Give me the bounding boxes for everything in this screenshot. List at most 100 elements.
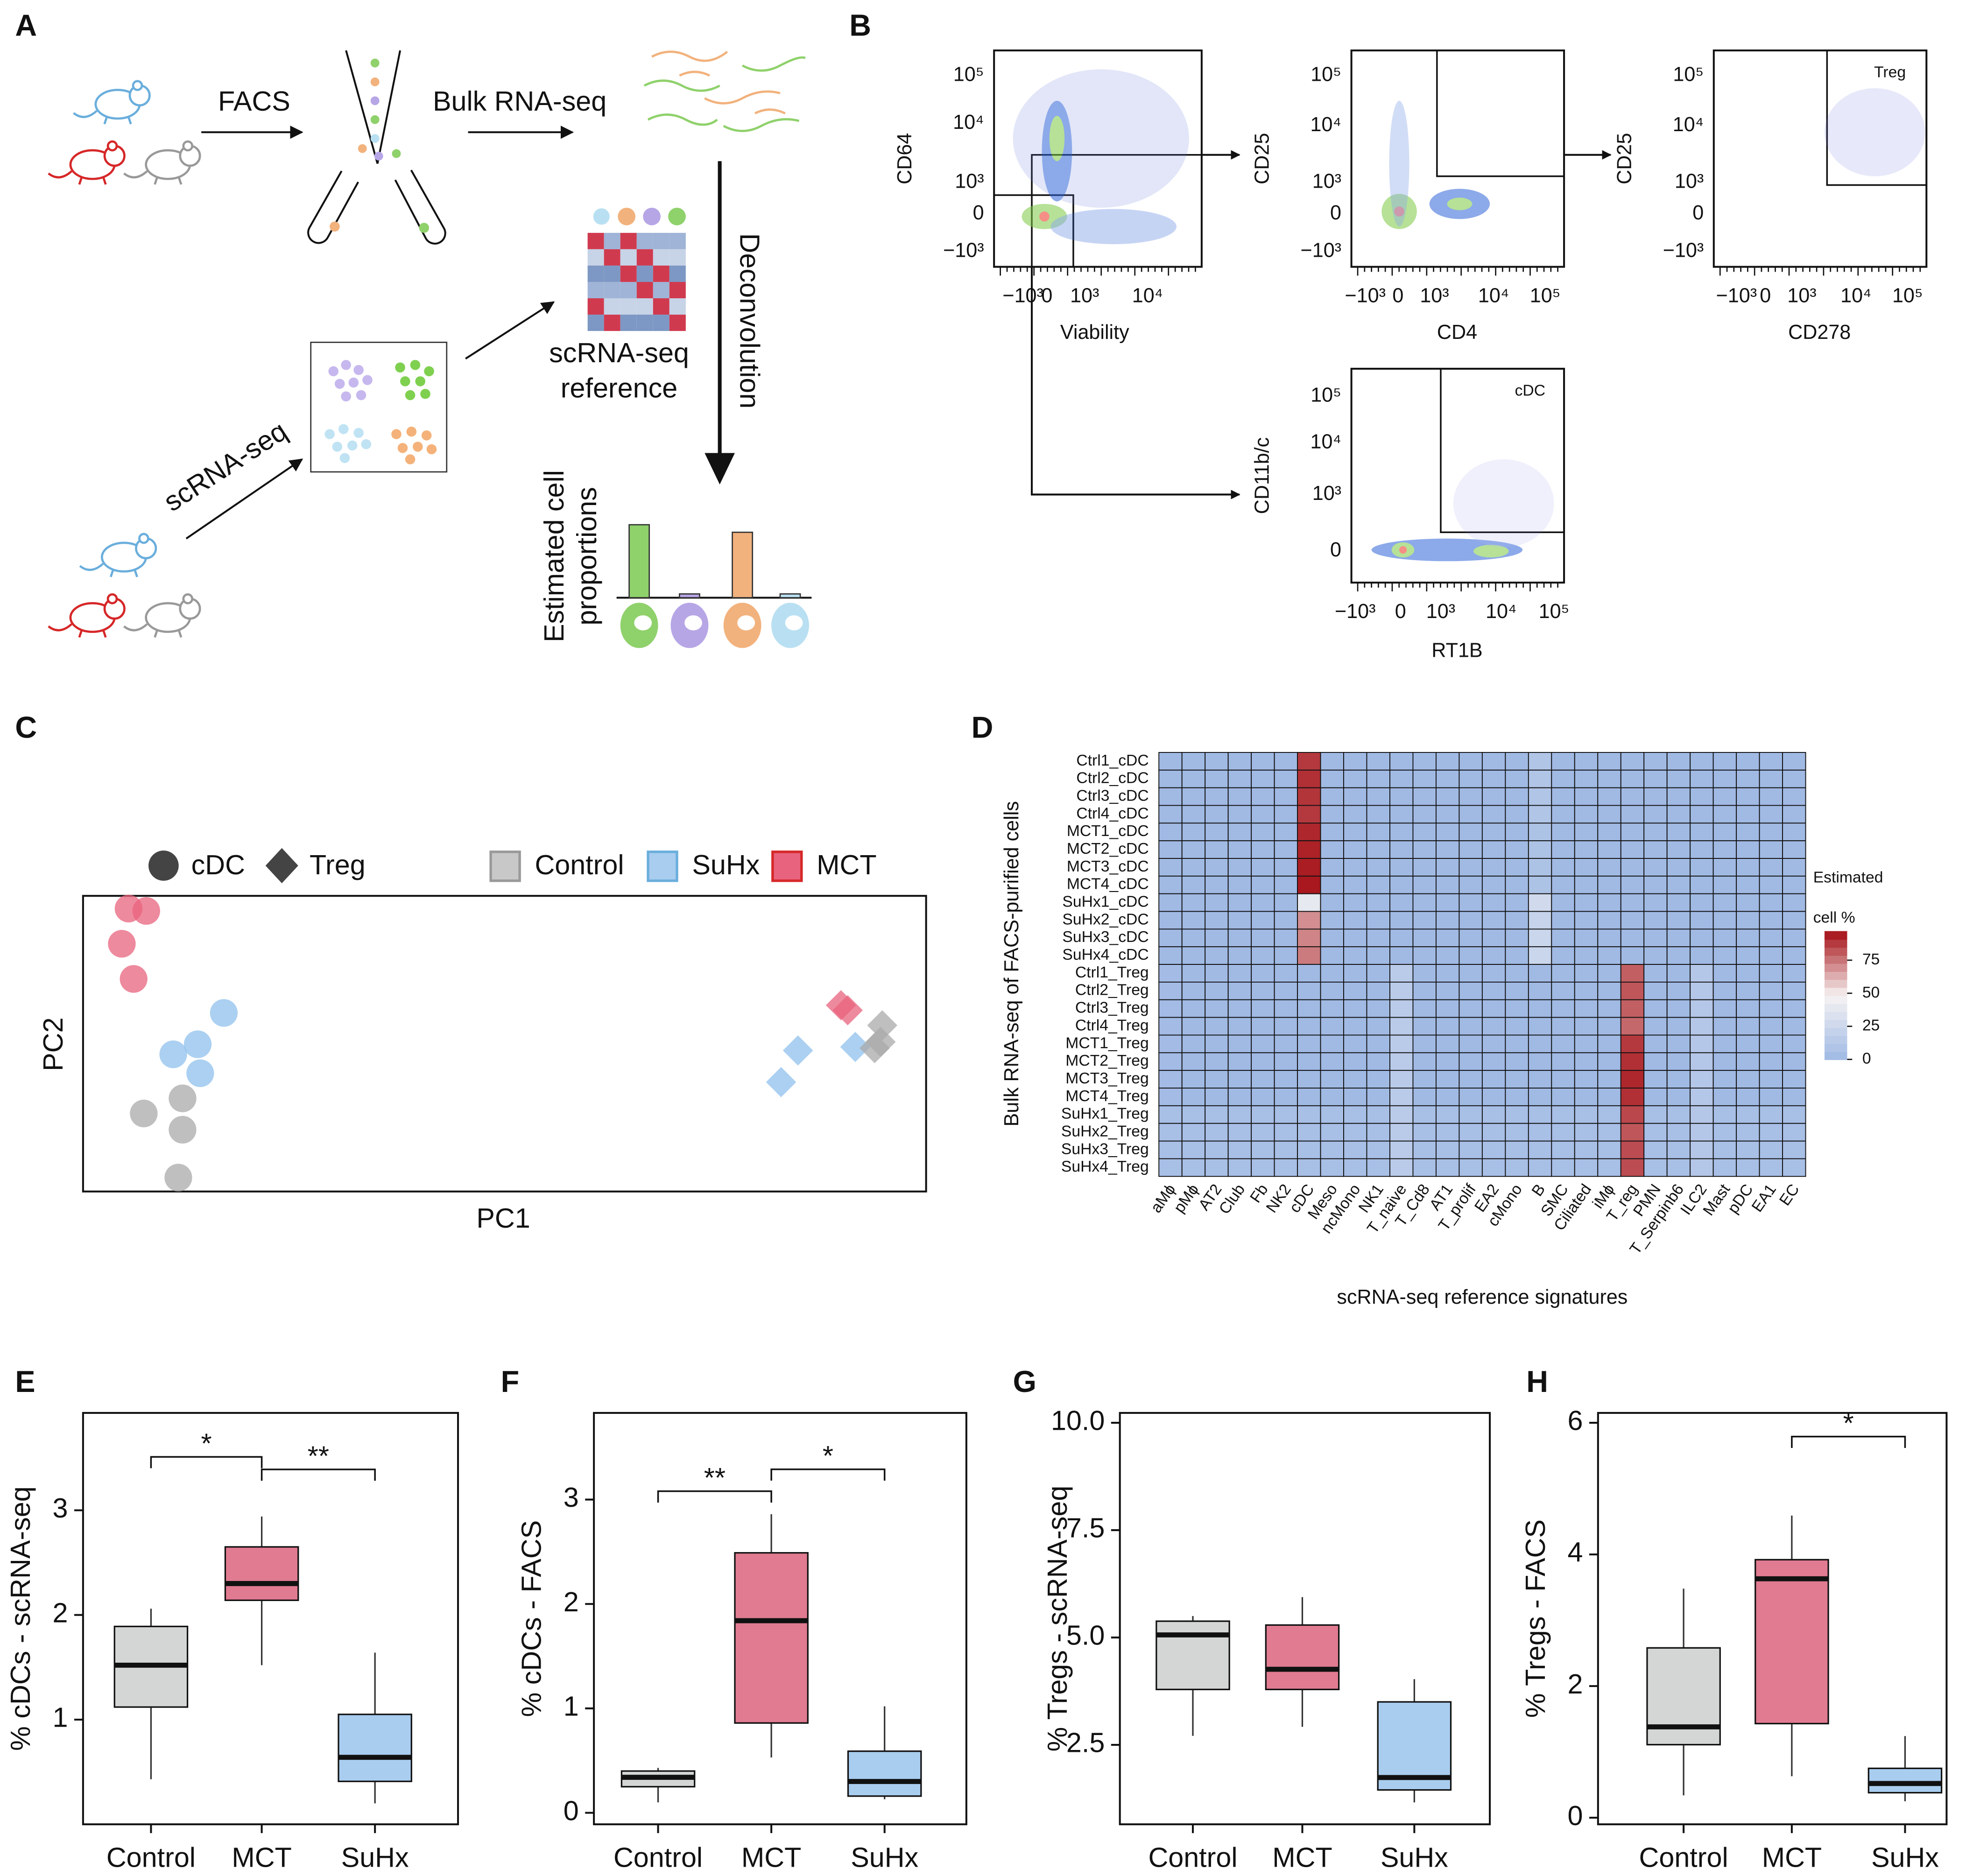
heat-cell	[1759, 1070, 1783, 1089]
heat-cell	[1759, 875, 1783, 894]
heat-cell	[1320, 1052, 1344, 1071]
heat-cell	[1389, 893, 1414, 912]
heat-cell	[1251, 1140, 1275, 1159]
heat-cell	[1205, 981, 1229, 1000]
facs-label: FACS	[218, 85, 290, 117]
heat-cell	[1227, 805, 1252, 824]
heat-cell	[1643, 1158, 1668, 1177]
heat-cell	[1366, 787, 1390, 806]
heat-cell	[1389, 1052, 1414, 1071]
heat-cell	[1736, 787, 1760, 806]
heat-cell	[1435, 911, 1460, 930]
heat-cell	[1181, 752, 1206, 771]
x-tick-label: MCT	[232, 1841, 291, 1873]
heat-cell	[1597, 1140, 1621, 1159]
heat-cell	[1620, 1088, 1645, 1106]
matrix-cell	[620, 249, 637, 266]
heat-cell	[1551, 1105, 1575, 1124]
heat-cell	[1528, 769, 1552, 788]
heat-cell	[1251, 928, 1275, 948]
heat-cell	[1205, 964, 1229, 983]
heat-cell	[1505, 893, 1529, 912]
heat-cell	[1181, 1052, 1206, 1071]
heat-cell	[1227, 1017, 1252, 1036]
heat-cell	[1320, 787, 1344, 806]
heat-cell	[1320, 1140, 1344, 1159]
heat-cell	[1205, 1140, 1229, 1159]
heat-cell	[1459, 752, 1483, 771]
heat-cell	[1666, 964, 1691, 983]
heat-cell	[1297, 1034, 1321, 1054]
heat-cell	[1343, 1088, 1367, 1106]
heat-cell	[1274, 1017, 1298, 1036]
heat-cell	[1481, 893, 1506, 912]
y-tick-label: −10³	[1663, 239, 1704, 262]
heat-cell	[1505, 1034, 1529, 1054]
significance-bracket	[1791, 1435, 1906, 1448]
heat-cell	[1320, 981, 1344, 1000]
heat-cell	[1574, 1158, 1599, 1177]
heat-cell	[1320, 752, 1344, 771]
heat-cell	[1574, 1052, 1599, 1071]
point	[169, 1116, 197, 1144]
heat-cell	[1297, 805, 1321, 824]
heat-cell	[1736, 752, 1760, 771]
heat-cell	[1297, 1017, 1321, 1036]
heat-cell	[1736, 769, 1760, 788]
heat-cell	[1389, 840, 1414, 859]
heat-cell	[1620, 822, 1645, 842]
heat-cell	[1597, 1017, 1621, 1036]
x-tick-label: 10³	[1426, 600, 1455, 623]
heat-cell	[1205, 787, 1229, 806]
heat-cell	[1343, 1017, 1367, 1036]
row-label: SuHx4_cDC	[1062, 946, 1149, 963]
heat-cell	[1505, 1070, 1529, 1089]
heat-cell	[1366, 981, 1390, 1000]
cluster-box	[310, 341, 448, 473]
heat-cell	[1227, 1034, 1252, 1054]
heat-cell	[1366, 999, 1390, 1018]
heat-cell	[1551, 893, 1575, 912]
heat-cell	[1481, 1070, 1506, 1089]
heat-cell	[1181, 840, 1206, 859]
mouse-icon	[80, 534, 156, 577]
heat-cell	[1528, 822, 1552, 842]
heat-cell	[1574, 893, 1599, 912]
heat-cell	[1320, 858, 1344, 877]
heat-cell	[1297, 999, 1321, 1018]
point	[132, 897, 160, 925]
heat-cell	[1412, 1052, 1437, 1071]
heat-cell	[1412, 752, 1437, 771]
heat-cell	[1158, 1070, 1183, 1089]
row-label: Ctrl2_cDC	[1076, 770, 1149, 787]
matrix-cell	[653, 298, 669, 315]
heat-cell	[1227, 875, 1252, 894]
estimated-label: proportions	[571, 487, 602, 625]
point	[159, 1040, 187, 1068]
heat-cell	[1181, 1017, 1206, 1036]
heat-cell	[1227, 946, 1252, 965]
heat-cell	[1435, 1123, 1460, 1142]
y-tick-label: 5.0	[1066, 1620, 1105, 1651]
heat-cell	[1620, 787, 1645, 806]
legend-label: cDC	[191, 849, 245, 880]
heat-cell	[1690, 981, 1714, 1000]
heat-cell	[1528, 1123, 1552, 1142]
arrow	[185, 458, 303, 540]
x-tick-label: SuHx	[1871, 1841, 1939, 1873]
y-tick-label: 10³	[1675, 170, 1704, 192]
point	[860, 1033, 890, 1063]
heat-cell	[1759, 1017, 1783, 1036]
x-tick-label: 10⁵	[1892, 285, 1923, 307]
heat-cell	[1782, 1123, 1806, 1142]
heat-cell	[1274, 787, 1298, 806]
heat-cell	[1597, 928, 1621, 948]
heat-cell	[1782, 875, 1806, 894]
heat-cell	[1343, 787, 1367, 806]
heat-cell	[1643, 1088, 1668, 1106]
heat-cell	[1481, 769, 1506, 788]
heat-cell	[1297, 840, 1321, 859]
heat-cell	[1412, 858, 1437, 877]
colorbar-step	[1824, 1043, 1847, 1052]
